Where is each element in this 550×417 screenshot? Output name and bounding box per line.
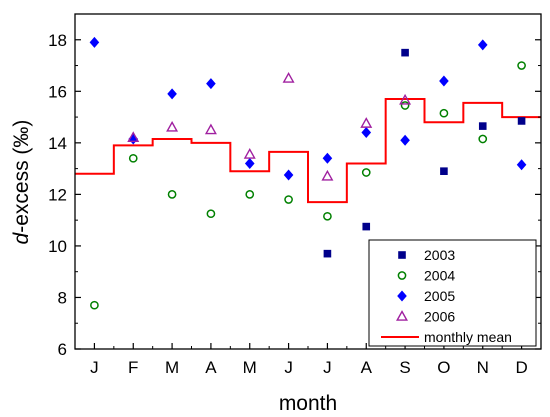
legend-marker-2003 (398, 251, 406, 259)
legend: 2003 2004 2005 2006 monthly mean (368, 239, 537, 347)
point-2004-11 (478, 134, 488, 144)
y-tick-label-16: 16 (48, 82, 67, 101)
point-2004-6 (284, 195, 293, 204)
y-tick-label-10: 10 (48, 237, 67, 256)
legend-label-monthly-mean: monthly mean (424, 329, 512, 345)
legend-marker-2004 (397, 271, 407, 280)
point-2004-3 (167, 190, 177, 199)
monthly-mean-line (75, 98, 541, 204)
x-tick-label-4: A (205, 358, 217, 377)
chart-marks (75, 36, 541, 310)
point-2006-6 (282, 71, 295, 83)
legend-box (368, 239, 537, 347)
point-2005-4 (206, 78, 216, 90)
point-2004-1 (90, 300, 99, 310)
point-2003-12 (517, 117, 526, 125)
point-2004-12 (517, 61, 526, 70)
point-2003-11 (478, 122, 487, 130)
point-2003-9 (401, 48, 409, 57)
point-2006-5 (243, 148, 256, 159)
point-2005-6 (283, 169, 294, 181)
point-2005-11 (477, 39, 488, 51)
point-2005-7 (322, 152, 333, 164)
x-tick-label-11: N (477, 358, 489, 377)
point-2004-4 (206, 209, 216, 219)
y-tick-label-18: 18 (48, 31, 67, 50)
point-2006-3 (166, 120, 179, 132)
legend-label-2004: 2004 (424, 268, 455, 284)
x-tick-label-7: J (323, 358, 332, 377)
x-tick-label-9: S (399, 358, 410, 377)
y-axis-title-suffix: -excess (‰) (10, 120, 33, 233)
axis-ticks: J F M A M J J A S O N D 6 8 10 12 14 16 18 (48, 31, 541, 377)
point-2004-2 (128, 153, 138, 163)
x-tick-label-6: J (284, 358, 293, 377)
y-tick-label-6: 6 (58, 340, 67, 359)
legend-marker-2005 (397, 290, 407, 302)
point-2005-12 (516, 159, 527, 171)
point-2004-10 (439, 108, 449, 118)
y-axis-title: d-excess (‰) (10, 120, 33, 245)
x-tick-label-12: D (515, 358, 527, 377)
legend-label-2005: 2005 (424, 288, 455, 304)
x-axis-title: month (279, 392, 337, 415)
point-2006-8 (360, 117, 373, 128)
x-tick-label-3: M (165, 358, 179, 377)
point-2004-9 (400, 101, 410, 110)
point-2003-8 (362, 222, 371, 231)
y-tick-label-8: 8 (58, 288, 67, 307)
point-2005-10 (439, 75, 449, 87)
x-tick-label-2: F (128, 358, 138, 377)
point-2006-4 (204, 123, 217, 135)
point-2004-7 (323, 211, 332, 221)
point-2006-2 (127, 131, 140, 142)
x-tick-label-8: A (361, 358, 373, 377)
point-2004-8 (361, 168, 371, 177)
x-tick-label-1: J (90, 358, 99, 377)
point-2006-9 (399, 93, 412, 105)
legend-label-2006: 2006 (424, 309, 455, 325)
x-tick-label-5: M (243, 358, 257, 377)
point-2003-10 (440, 167, 448, 175)
point-2005-3 (167, 88, 177, 100)
point-2006-7 (321, 169, 334, 181)
legend-label-2003: 2003 (424, 247, 455, 263)
point-2005-8 (361, 127, 372, 139)
point-2005-5 (244, 157, 255, 169)
point-2004-5 (245, 190, 255, 199)
x-tick-label-10: O (437, 358, 450, 377)
y-axis-title-prefix: d (10, 231, 33, 244)
point-2003-7 (323, 249, 332, 258)
point-2005-1 (89, 36, 100, 48)
legend-marker-2006 (396, 310, 408, 321)
point-2005-9 (400, 134, 410, 146)
y-tick-label-14: 14 (48, 134, 67, 153)
y-tick-label-12: 12 (48, 185, 67, 204)
